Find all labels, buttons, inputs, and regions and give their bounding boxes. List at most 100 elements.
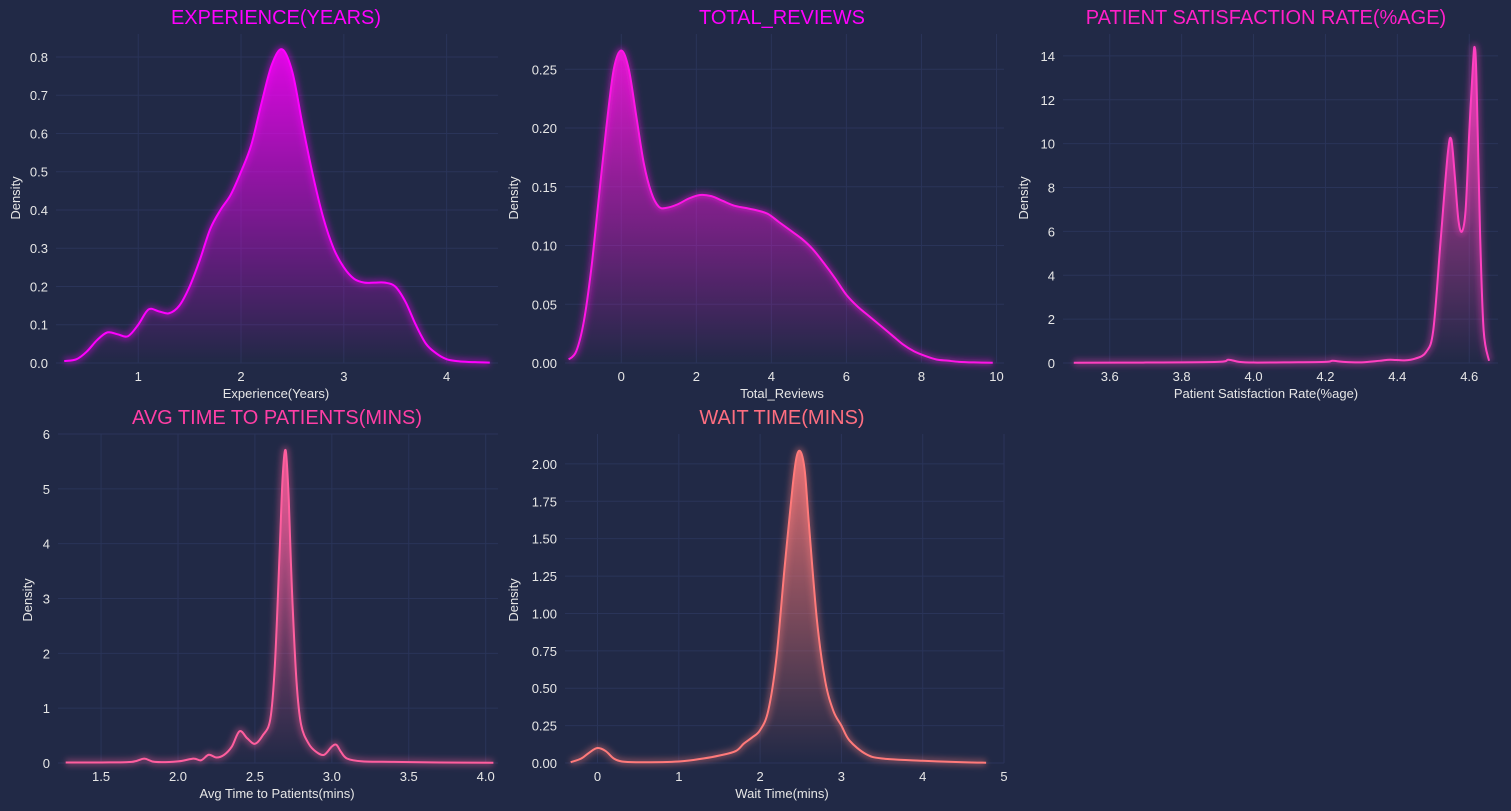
x-tick-label: 10 [989, 369, 1003, 384]
x-tick-label: 4.0 [477, 769, 495, 784]
subplot-total-reviews: TOTAL_REVIEWS Total_Reviews Density 0 2 4 6… [506, 7, 1004, 401]
x-tick-label: 4.6 [1460, 369, 1478, 384]
x-tick-label: 3.5 [400, 769, 418, 784]
y-tick-label: 3 [43, 592, 50, 607]
plot-area: 0 1 2 3 4 5 0.00 0.25 0.50 0.75 1.00 1.25 1.50 1.75 2.… [532, 434, 1008, 784]
y-tick-label: 12 [1041, 93, 1055, 108]
chart-title: WAIT TIME(MINS) [699, 407, 864, 429]
y-tick-label: 1.25 [532, 569, 557, 584]
x-tick-label: 4 [443, 369, 450, 384]
x-tick-label: 0 [594, 769, 601, 784]
y-tick-label: 0.3 [30, 241, 48, 256]
chart-title: AVG TIME TO PATIENTS(MINS) [132, 407, 422, 429]
density-line [64, 48, 490, 364]
density-line-glow [1073, 43, 1493, 367]
y-tick-label: 1 [43, 701, 50, 716]
x-tick-label: 3 [838, 769, 845, 784]
density-line [1073, 45, 1490, 364]
density-area [568, 50, 993, 363]
x-tick-label: 8 [918, 369, 925, 384]
plot-area: 1 2 3 4 0.0 0.1 0.2 0.3 0.4 0.5 0.6 0.7 0.8 [30, 34, 498, 384]
x-tick-label: 1 [135, 369, 142, 384]
y-tick-label: 0.05 [532, 297, 557, 312]
x-tick-label: 2.0 [169, 769, 187, 784]
x-tick-label: 2 [756, 769, 763, 784]
chart-title: PATIENT SATISFACTION RATE(%AGE) [1086, 7, 1446, 29]
x-tick-label: 2 [693, 369, 700, 384]
density-line [570, 449, 987, 764]
x-axis-label: Avg Time to Patients(mins) [199, 786, 354, 801]
subplot-avg-time: AVG TIME TO PATIENTS(MINS) Avg Time to P… [20, 407, 498, 801]
y-tick-label: 0.7 [30, 88, 48, 103]
y-tick-label: 5 [43, 482, 50, 497]
y-tick-label: 0.4 [30, 203, 48, 218]
y-tick-label: 2 [43, 646, 50, 661]
y-tick-label: 0.25 [532, 62, 557, 77]
y-tick-label: 0.20 [532, 121, 557, 136]
y-tick-label: 0 [1048, 356, 1055, 371]
chart-title: TOTAL_REVIEWS [699, 7, 865, 29]
density-area [570, 450, 987, 763]
y-tick-label: 0.00 [532, 356, 557, 371]
y-tick-label: 1.50 [532, 532, 557, 547]
y-axis-label: Density [20, 578, 35, 622]
y-tick-label: 2 [1048, 312, 1055, 327]
y-tick-label: 1.00 [532, 606, 557, 621]
density-line [65, 448, 494, 764]
x-tick-label: 3.0 [323, 769, 341, 784]
y-tick-label: 0.75 [532, 644, 557, 659]
x-axis-label: Patient Satisfaction Rate(%age) [1174, 386, 1358, 401]
x-tick-label: 4 [768, 369, 775, 384]
y-tick-label: 4 [43, 537, 50, 552]
y-tick-label: 0.0 [30, 356, 48, 371]
density-area [64, 49, 490, 363]
x-tick-label: 4 [919, 769, 926, 784]
chart-title: EXPERIENCE(YEARS) [171, 7, 381, 29]
y-tick-label: 0.00 [532, 756, 557, 771]
y-tick-label: 0.25 [532, 719, 557, 734]
x-tick-label: 3.8 [1173, 369, 1191, 384]
y-tick-label: 0.8 [30, 50, 48, 65]
y-tick-label: 0.5 [30, 165, 48, 180]
y-tick-label: 0.15 [532, 180, 557, 195]
y-tick-label: 0.50 [532, 681, 557, 696]
y-tick-label: 14 [1041, 49, 1055, 64]
y-axis-label: Density [506, 176, 521, 220]
y-tick-label: 4 [1048, 268, 1055, 283]
x-tick-label: 4.2 [1316, 369, 1334, 384]
y-tick-label: 0 [43, 756, 50, 771]
y-tick-label: 1.75 [532, 494, 557, 509]
y-axis-label: Density [506, 578, 521, 622]
y-tick-label: 0.1 [30, 318, 48, 333]
x-tick-label: 0 [618, 369, 625, 384]
density-area [1073, 46, 1490, 363]
subplot-wait-time: WAIT TIME(MINS) Wait Time(mins) Density … [506, 407, 1008, 801]
x-tick-label: 4.4 [1388, 369, 1406, 384]
x-tick-label: 2.5 [246, 769, 264, 784]
density-line [568, 49, 993, 364]
subplot-experience: EXPERIENCE(YEARS) Experience(Years) Dens… [8, 7, 498, 401]
y-axis-label: Density [1016, 176, 1031, 220]
x-tick-label: 6 [843, 369, 850, 384]
x-axis-label: Experience(Years) [223, 386, 329, 401]
y-tick-label: 0.6 [30, 126, 48, 141]
y-tick-label: 8 [1048, 181, 1055, 196]
plot-area: 0 2 4 6 8 10 0.00 0.05 0.10 0.15 0.20 0.25 [532, 34, 1004, 384]
x-tick-label: 3 [340, 369, 347, 384]
x-axis-label: Total_Reviews [740, 386, 824, 401]
plot-area: 3.6 3.8 4.0 4.2 4.4 4.6 0 2 4 6 8 10 12 14 [1041, 34, 1498, 384]
x-axis-label: Wait Time(mins) [735, 786, 828, 801]
x-tick-label: 3.6 [1101, 369, 1119, 384]
plot-area: 1.5 2.0 2.5 3.0 3.5 4.0 0 1 2 3 4 5 6 [43, 427, 498, 784]
subplot-patient-satisfaction: PATIENT SATISFACTION RATE(%AGE) Patient … [1016, 7, 1498, 401]
y-tick-label: 6 [43, 427, 50, 442]
y-tick-label: 6 [1048, 224, 1055, 239]
y-tick-label: 2.00 [532, 457, 557, 472]
x-tick-label: 5 [1000, 769, 1007, 784]
y-tick-label: 0.10 [532, 239, 557, 254]
x-tick-label: 1 [675, 769, 682, 784]
x-tick-label: 2 [237, 369, 244, 384]
y-tick-label: 0.2 [30, 279, 48, 294]
x-tick-label: 1.5 [92, 769, 110, 784]
